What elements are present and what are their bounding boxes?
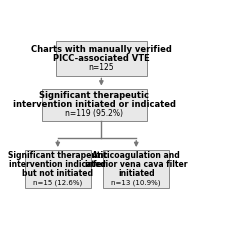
Text: intervention indicated: intervention indicated [9, 160, 106, 169]
Text: Significant therapeutic: Significant therapeutic [39, 91, 149, 100]
Text: initiated: initiated [118, 169, 155, 178]
FancyBboxPatch shape [25, 150, 91, 188]
FancyBboxPatch shape [56, 41, 147, 76]
Text: n=13 (10.9%): n=13 (10.9%) [112, 179, 161, 186]
Text: n=125: n=125 [89, 63, 114, 72]
Text: but not initiated: but not initiated [22, 169, 93, 178]
Text: Anticoagulation and: Anticoagulation and [92, 151, 180, 160]
Text: n=15 (12.6%): n=15 (12.6%) [33, 179, 82, 186]
FancyBboxPatch shape [103, 150, 169, 188]
Text: intervention initiated or indicated: intervention initiated or indicated [13, 100, 176, 109]
Text: Charts with manually verified: Charts with manually verified [31, 45, 172, 54]
Text: n=119 (95.2%): n=119 (95.2%) [65, 110, 123, 119]
Text: PICC-associated VTE: PICC-associated VTE [53, 54, 150, 63]
Text: Significant therapeutic: Significant therapeutic [8, 151, 108, 160]
Text: inferior vena cava filter: inferior vena cava filter [85, 160, 187, 169]
FancyBboxPatch shape [42, 89, 147, 121]
